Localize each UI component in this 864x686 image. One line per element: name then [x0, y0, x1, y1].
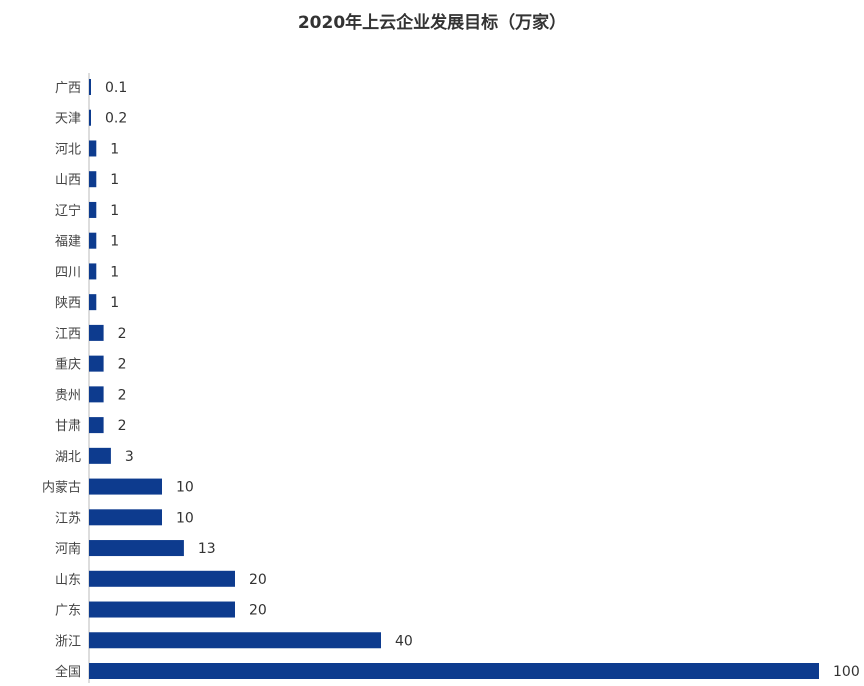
bar: [89, 570, 235, 587]
category-label: 福建: [55, 235, 81, 250]
bar: [89, 79, 91, 95]
value-label: 0.2: [105, 111, 127, 127]
value-label: 40: [395, 633, 413, 649]
chart-title: 2020年上云企业发展目标（万家）: [297, 13, 567, 33]
bar: [89, 386, 104, 403]
value-label: 1: [110, 234, 119, 250]
category-label: 天津: [55, 112, 81, 127]
category-label: 甘肃: [55, 419, 81, 434]
bar: [89, 263, 97, 280]
bar: [89, 663, 819, 679]
category-label: 全国: [55, 664, 81, 680]
bar: [89, 478, 162, 495]
value-label: 1: [110, 141, 119, 157]
bar: [89, 601, 235, 618]
bar: [89, 324, 104, 341]
value-label: 0.1: [105, 80, 127, 96]
category-label: 四川: [55, 265, 81, 280]
bar: [89, 232, 97, 249]
category-label: 湖北: [55, 450, 81, 465]
value-label: 2: [118, 418, 127, 434]
value-label: 1: [110, 295, 119, 311]
value-label: 10: [176, 480, 194, 496]
category-label: 河北: [55, 142, 81, 157]
category-label: 浙江: [55, 634, 81, 649]
category-label: 广东: [55, 604, 81, 619]
category-label: 辽宁: [55, 203, 81, 219]
bar: [89, 140, 97, 157]
value-label: 20: [249, 572, 267, 588]
bar: [89, 109, 91, 126]
value-label: 10: [176, 510, 194, 526]
category-label: 山西: [55, 173, 81, 188]
value-label: 13: [198, 541, 216, 557]
value-label: 2: [118, 387, 127, 403]
bar: [89, 540, 184, 557]
bar: [89, 417, 104, 434]
category-label: 贵州: [55, 388, 81, 403]
value-label: 3: [125, 449, 134, 465]
category-label: 江苏: [55, 510, 81, 526]
category-label: 江西: [55, 327, 81, 342]
value-label: 1: [110, 264, 119, 280]
value-label: 2: [118, 326, 127, 342]
bar: [89, 509, 162, 526]
bar: [89, 201, 97, 218]
bar: [89, 447, 111, 464]
category-label: 河南: [55, 541, 81, 557]
value-label: 1: [110, 203, 119, 219]
bar: [89, 294, 97, 311]
bar: [89, 171, 97, 188]
bar: [89, 355, 104, 372]
value-label: 20: [249, 603, 267, 619]
bar: [89, 632, 381, 649]
category-label: 广西: [55, 81, 81, 96]
category-label: 山东: [55, 573, 81, 588]
value-label: 100: [833, 664, 860, 680]
category-label: 陕西: [55, 296, 81, 311]
category-label: 重庆: [55, 357, 81, 373]
value-label: 1: [110, 172, 119, 188]
value-label: 2: [118, 357, 127, 373]
category-label: 内蒙古: [42, 480, 81, 496]
